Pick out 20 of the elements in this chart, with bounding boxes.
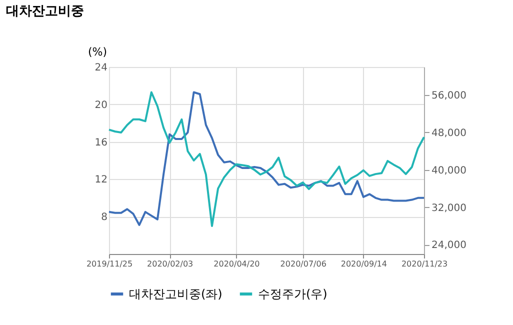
x-tick-label: 2020/02/03 (147, 260, 194, 268)
y-axis-title: (%) (88, 46, 108, 58)
x-tick-label: 2020/09/14 (340, 260, 387, 268)
legend-label: 대차잔고비중(좌) (129, 287, 222, 301)
legend-label: 수정주가(우) (258, 287, 328, 301)
chart-title: 대차잔고비중 (6, 4, 84, 19)
y-tick-label: 12 (94, 174, 108, 186)
y2-tick-label: 40,000 (432, 165, 466, 176)
y-tick-label: 16 (94, 137, 108, 148)
y-tick-label: 20 (94, 100, 108, 111)
y-tick-label: 8 (101, 212, 108, 224)
y2-tick-label: 24,000 (432, 240, 466, 252)
y2-tick-label: 32,000 (432, 202, 466, 214)
x-tick-label: 2020/04/20 (214, 260, 260, 268)
y2-tick-label: 56,000 (432, 90, 466, 102)
x-tick-label: 2020/11/23 (401, 260, 448, 268)
y2-tick-label: 48,000 (432, 128, 466, 139)
x-tick-label: 2020/07/06 (280, 260, 326, 268)
x-tick-label: 2019/11/25 (86, 260, 133, 268)
y-tick-label: 24 (94, 62, 108, 74)
